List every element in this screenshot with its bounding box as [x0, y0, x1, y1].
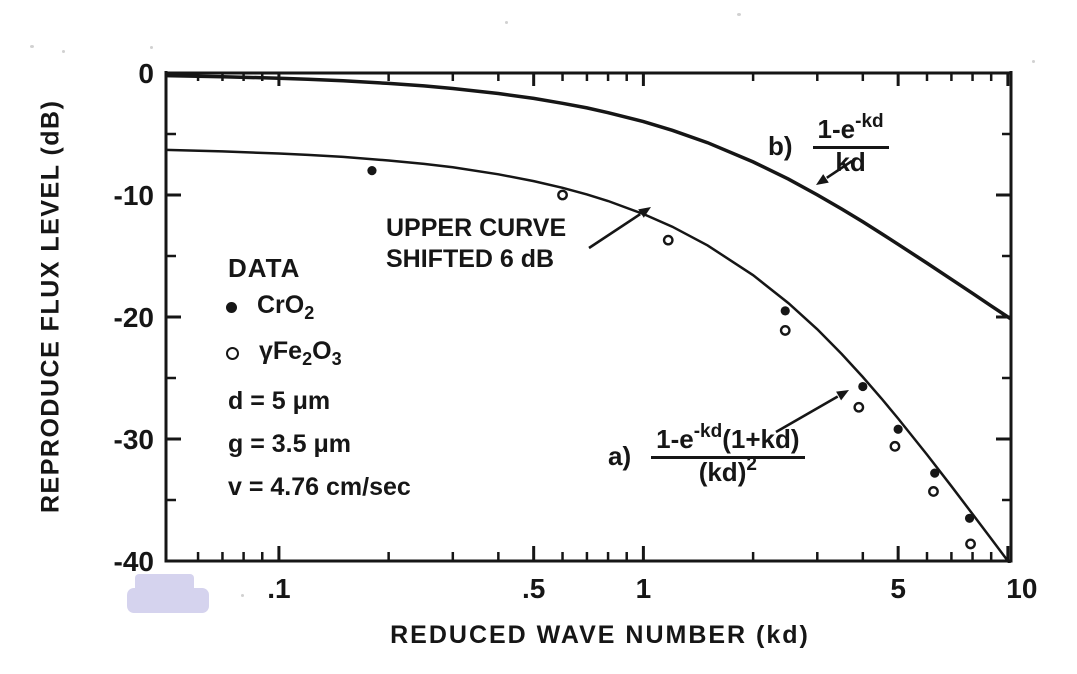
scan-speckle [150, 46, 153, 49]
legend-item-label: CrO2 [257, 291, 315, 323]
param-d: d = 5 μm [228, 387, 331, 415]
legend-title: DATA [228, 253, 301, 283]
curve-a-fraction: 1-e-kd(1+kd) (kd)2 [651, 421, 805, 488]
curve-b-curve [165, 73, 1012, 321]
shift-note: UPPER CURVE SHIFTED 6 dB [386, 213, 566, 275]
y-tick-label: 0 [138, 58, 154, 89]
curve-a-curve [165, 148, 1011, 563]
legend-item-label: γFe2O3 [259, 337, 342, 369]
shift-note-line2: SHIFTED 6 dB [386, 245, 555, 273]
arrows-group [588, 159, 853, 434]
cro2-data-point [780, 306, 790, 316]
scan-speckle [62, 50, 65, 53]
scan-speckle [30, 45, 34, 48]
param-g: g = 3.5 μm [228, 430, 351, 458]
curve-a-denominator: (kd)2 [698, 454, 757, 487]
curve-a-formula: a) 1-e-kd(1+kd) (kd)2 [608, 421, 805, 488]
y-tick-label: -10 [114, 180, 154, 211]
curve-a-pointer [775, 395, 839, 434]
y-tick-label: -30 [114, 424, 154, 455]
curve-b-numerator: 1-e-kd [812, 111, 889, 149]
scan-speckle [505, 21, 508, 24]
axes-group [164, 71, 1013, 563]
shift-note-line1: UPPER CURVE [386, 214, 567, 242]
curve-b-prefix: b) [768, 130, 793, 161]
cro2-data-point [964, 513, 975, 523]
fe2o3-data-point [889, 440, 901, 452]
x-tick-label: 10 [1006, 573, 1037, 604]
shift-note-pointer [588, 213, 641, 250]
cro2-data-point [858, 381, 868, 392]
x-tick-label: 1 [636, 573, 652, 604]
curve-b-pointer-head [816, 174, 829, 185]
filled-circle-marker-icon [226, 302, 237, 313]
scan-speckle [737, 13, 741, 16]
y-tick-label: -40 [114, 546, 154, 577]
curve-b-fraction: 1-e-kd kd [812, 111, 889, 178]
fe2o3-data-point [853, 401, 865, 413]
x-tick-label: .1 [267, 573, 290, 604]
fe2o3-data-point [779, 325, 791, 336]
x-tick-label: .5 [522, 573, 545, 604]
curve-b-denominator: kd [835, 147, 866, 177]
x-tick-label: 5 [890, 573, 906, 604]
curve-a-pointer-head [836, 390, 849, 401]
param-v: v = 4.76 cm/sec [228, 473, 411, 501]
legend-item-fe2o3: γFe2O3 [226, 337, 342, 370]
cro2-data-point [893, 424, 903, 434]
curves-group [165, 73, 1012, 563]
curve-a-prefix: a) [608, 440, 632, 471]
curve-a-numerator: 1-e-kd(1+kd) [651, 421, 805, 459]
highlight-blob-bottom [127, 588, 209, 613]
legend-item-cro2: CrO2 [226, 291, 314, 324]
tick-labels-group: .1 .5 1 5 10 0 -10 -20 -30 -40 [114, 58, 1038, 604]
data-points-group [367, 166, 976, 550]
fe2o3-data-point [965, 538, 976, 550]
shift-note-pointer-head [638, 207, 651, 218]
cro2-data-point [367, 166, 377, 176]
curve-b-formula: b) 1-e-kd kd [768, 111, 889, 178]
fe2o3-data-point [662, 234, 674, 246]
curve-b-pointer [826, 159, 853, 179]
y-axis-title: REPRODUCE FLUX LEVEL (dB) [36, 99, 65, 513]
scan-speckle [241, 594, 244, 597]
scan-speckle [1032, 60, 1035, 63]
x-axis-title: REDUCED WAVE NUMBER (kd) [390, 621, 810, 649]
fe2o3-data-point [928, 486, 939, 497]
cro2-data-point [930, 468, 940, 478]
open-circle-marker-icon [226, 347, 239, 360]
y-tick-label: -20 [114, 302, 154, 333]
fe2o3-data-point [557, 189, 568, 201]
